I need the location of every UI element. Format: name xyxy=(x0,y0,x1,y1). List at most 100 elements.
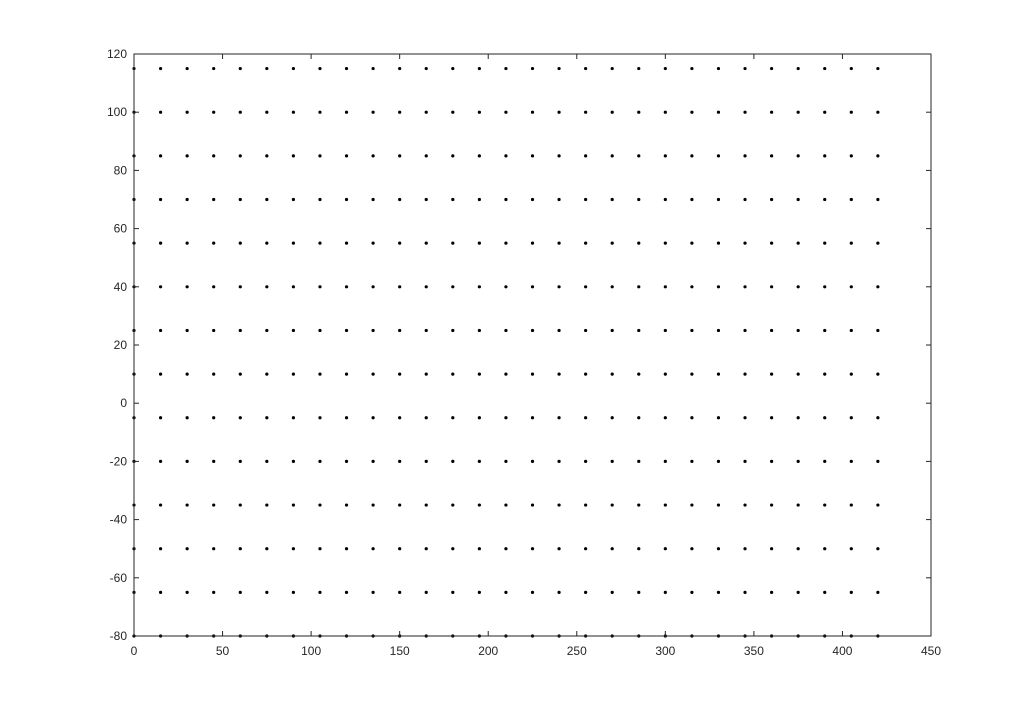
data-point xyxy=(664,416,667,419)
data-point xyxy=(345,329,348,332)
data-point xyxy=(478,154,481,157)
data-point xyxy=(265,67,268,70)
data-point xyxy=(531,416,534,419)
data-point xyxy=(212,67,215,70)
data-point xyxy=(664,373,667,376)
data-point xyxy=(372,416,375,419)
data-point xyxy=(425,373,428,376)
data-point xyxy=(531,154,534,157)
data-point xyxy=(292,416,295,419)
data-point xyxy=(770,591,773,594)
data-point xyxy=(611,329,614,332)
data-point xyxy=(637,242,640,245)
data-point xyxy=(531,285,534,288)
data-point xyxy=(557,329,560,332)
data-point xyxy=(425,547,428,550)
x-tick-label: 350 xyxy=(744,644,764,658)
data-point xyxy=(425,460,428,463)
data-point xyxy=(186,198,189,201)
data-point xyxy=(159,460,162,463)
data-point xyxy=(398,242,401,245)
data-point xyxy=(637,503,640,506)
data-point xyxy=(265,373,268,376)
data-point xyxy=(186,591,189,594)
data-point xyxy=(557,591,560,594)
data-point xyxy=(823,154,826,157)
data-point xyxy=(292,503,295,506)
data-point xyxy=(186,416,189,419)
data-point xyxy=(478,460,481,463)
data-point xyxy=(743,591,746,594)
data-point xyxy=(265,329,268,332)
data-point xyxy=(770,547,773,550)
y-tick-labels: -80-60-40-20020406080100120 xyxy=(107,47,127,643)
data-point xyxy=(239,285,242,288)
data-point xyxy=(451,547,454,550)
data-point xyxy=(212,198,215,201)
data-point xyxy=(398,67,401,70)
data-point xyxy=(398,198,401,201)
data-point xyxy=(372,242,375,245)
data-point xyxy=(717,329,720,332)
data-point xyxy=(690,285,693,288)
data-point xyxy=(770,285,773,288)
y-tick-label: 80 xyxy=(114,163,128,177)
data-point xyxy=(451,154,454,157)
y-tick-label: 120 xyxy=(107,47,127,61)
data-point xyxy=(372,460,375,463)
data-point xyxy=(372,67,375,70)
y-tick-label: 0 xyxy=(120,396,127,410)
data-point xyxy=(823,242,826,245)
data-point xyxy=(797,460,800,463)
data-point xyxy=(531,329,534,332)
data-point xyxy=(159,111,162,114)
data-point xyxy=(372,154,375,157)
data-point xyxy=(212,285,215,288)
y-tick-label: -80 xyxy=(110,629,128,643)
data-point xyxy=(451,591,454,594)
data-point xyxy=(557,285,560,288)
data-point xyxy=(876,154,879,157)
data-point xyxy=(318,198,321,201)
data-point xyxy=(345,416,348,419)
data-point xyxy=(531,242,534,245)
data-point xyxy=(425,111,428,114)
data-point xyxy=(664,242,667,245)
data-point xyxy=(451,460,454,463)
data-point xyxy=(584,416,587,419)
data-point xyxy=(451,503,454,506)
data-point xyxy=(318,154,321,157)
data-point xyxy=(318,503,321,506)
data-point xyxy=(239,154,242,157)
data-point xyxy=(637,198,640,201)
data-point xyxy=(850,329,853,332)
data-point xyxy=(531,503,534,506)
data-point xyxy=(212,591,215,594)
data-point xyxy=(239,67,242,70)
data-point xyxy=(797,503,800,506)
data-point xyxy=(690,67,693,70)
data-point xyxy=(159,547,162,550)
data-point xyxy=(425,198,428,201)
data-point xyxy=(372,111,375,114)
data-point xyxy=(611,285,614,288)
data-point xyxy=(876,591,879,594)
data-point xyxy=(186,285,189,288)
data-point xyxy=(186,329,189,332)
y-tick-label: 100 xyxy=(107,105,127,119)
data-point xyxy=(212,373,215,376)
data-point xyxy=(637,285,640,288)
data-point xyxy=(584,198,587,201)
y-tick-label: 60 xyxy=(114,222,128,236)
data-point xyxy=(504,460,507,463)
data-point xyxy=(504,591,507,594)
data-point xyxy=(239,111,242,114)
data-point xyxy=(717,547,720,550)
data-point xyxy=(318,329,321,332)
data-point xyxy=(770,242,773,245)
data-point xyxy=(717,373,720,376)
data-point xyxy=(186,111,189,114)
data-point xyxy=(717,503,720,506)
data-point xyxy=(265,242,268,245)
